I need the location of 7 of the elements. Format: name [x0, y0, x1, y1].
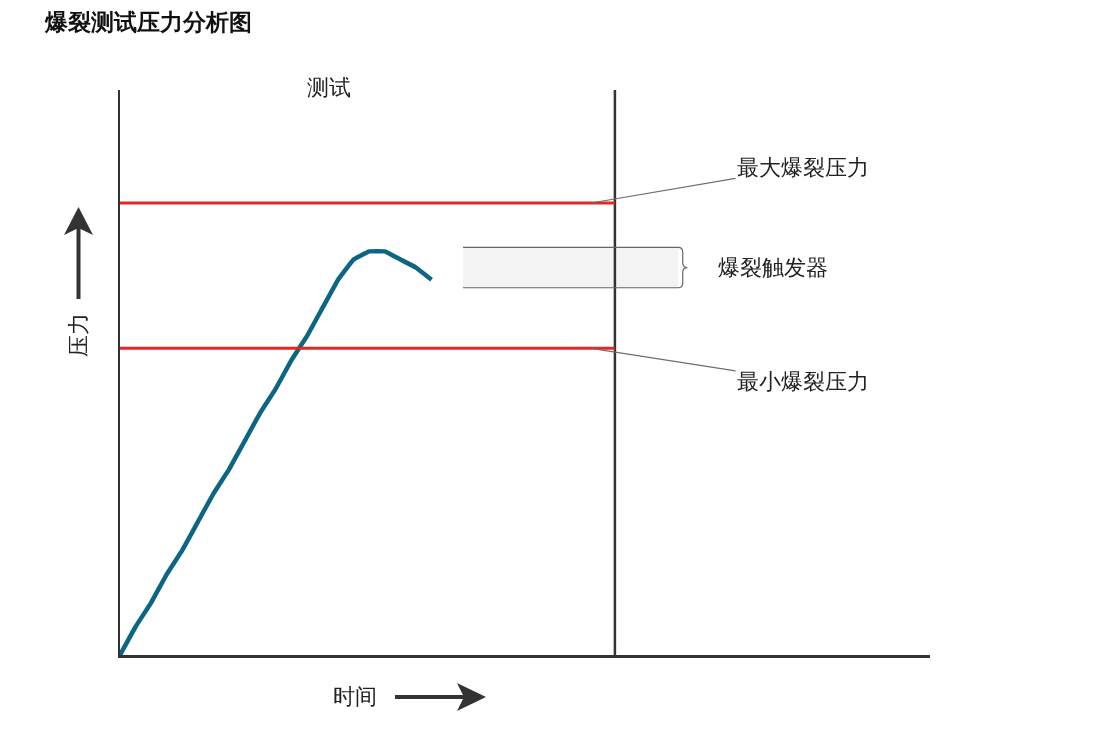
- ref-line-label: 最大爆裂压力: [737, 155, 869, 180]
- chart-title: 爆裂测试压力分析图: [44, 9, 253, 36]
- band-label: 爆裂触发器: [718, 255, 828, 280]
- ref-line-label: 最小爆裂压力: [737, 369, 869, 394]
- y-axis-title: 压力: [65, 313, 91, 358]
- x-axis-title: 时间: [333, 684, 377, 709]
- text: 测试: [307, 75, 351, 100]
